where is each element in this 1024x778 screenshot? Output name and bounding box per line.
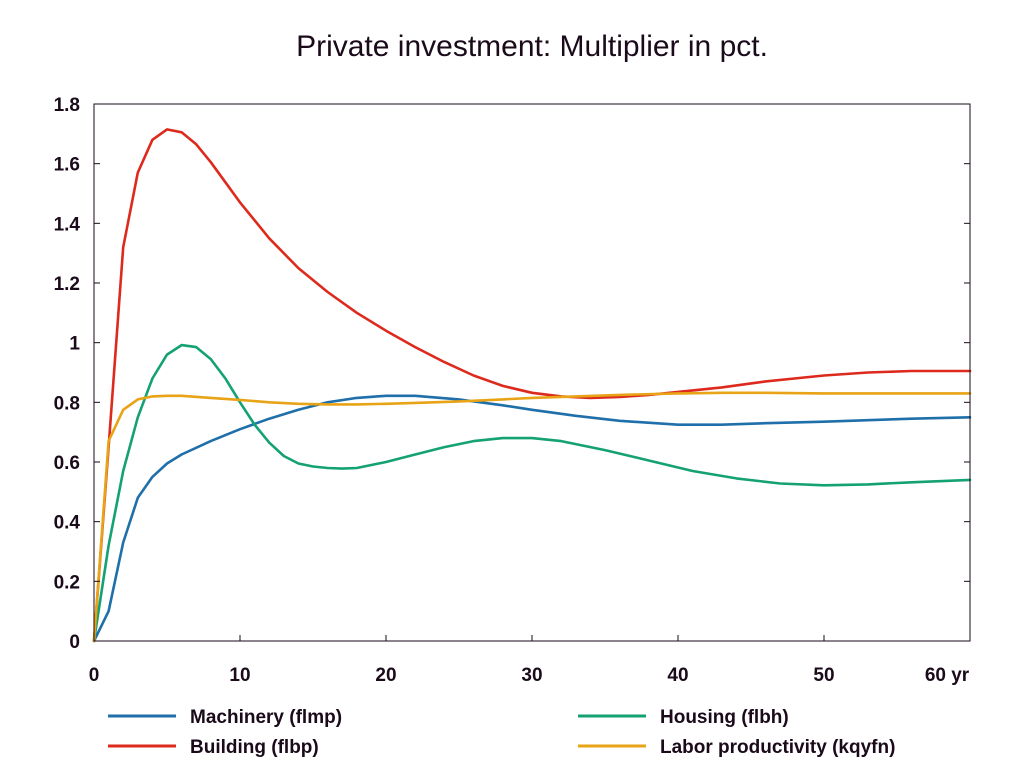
chart-title: Private investment: Multiplier in pct. [296, 30, 768, 63]
series-line-2 [92, 343, 972, 643]
x-tick-label: 10 [229, 665, 250, 686]
y-tick-label: 0.4 [54, 513, 81, 534]
y-tick-label: 1.6 [54, 155, 80, 176]
y-tick-label: 0.8 [54, 393, 80, 414]
y-tick-label: 0.6 [54, 453, 80, 474]
series-layer [92, 128, 972, 643]
y-tick-label: 0 [69, 632, 80, 653]
series-line-3 [92, 391, 972, 643]
legend-label: Building (flbp) [190, 737, 319, 758]
x-tick-label: 50 [813, 665, 834, 686]
plot-frame [93, 103, 971, 642]
y-tick-label: 1.8 [54, 95, 80, 116]
y-tick-label: 1 [69, 334, 80, 355]
x-tick-label: 40 [667, 665, 688, 686]
x-tick-label: 60 yr [925, 665, 970, 686]
ticks-layer: 0 0.2 0.4 0.6 0.8 1 1.2 1.4 1.6 1.8 0 10 20 30 40 50 60 … [54, 95, 970, 686]
legend-label: Machinery (flmp) [190, 707, 342, 728]
legend: Machinery (flmp) Building (flbp) Housing (… [108, 707, 895, 758]
series-line-0 [92, 394, 972, 643]
y-tick-label: 0.2 [54, 572, 80, 593]
y-tick-label: 1.4 [54, 214, 81, 235]
x-tick-label: 30 [521, 665, 542, 686]
legend-label: Housing (flbh) [660, 707, 789, 728]
y-tick-label: 1.2 [54, 274, 80, 295]
x-tick-label: 0 [89, 665, 100, 686]
x-tick-label: 20 [375, 665, 396, 686]
legend-label: Labor productivity (kqyfn) [660, 737, 895, 758]
series-line-1 [92, 128, 972, 643]
